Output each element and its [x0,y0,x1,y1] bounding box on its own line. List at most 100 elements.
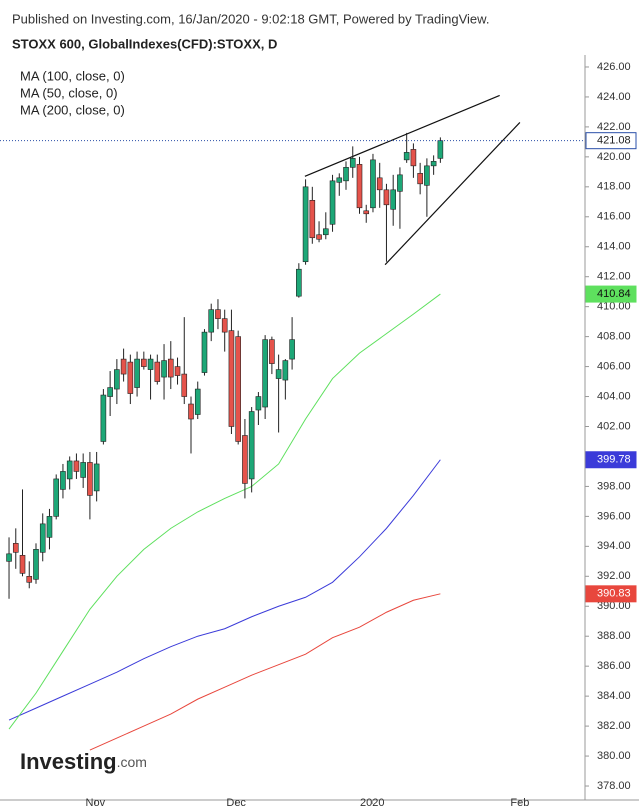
trendline [384,121,521,266]
y-tick-label: 392.00 [597,570,631,582]
candle-body [363,210,370,215]
candle-body [53,478,60,517]
candle-body [397,174,403,192]
y-tick-label: 396.00 [597,510,631,522]
candle-body [39,523,46,553]
y-tick-label: 394.00 [597,540,631,552]
candle-body [356,164,363,209]
candle-body [289,339,295,360]
candle-body [417,173,423,185]
y-tick-label: 390.00 [597,600,631,612]
legend-entry: MA (200, close, 0) [20,102,125,117]
price-tag-label: 390.83 [597,588,631,600]
y-tick-label: 388.00 [597,630,631,642]
candle-body [316,234,322,240]
candle-body [309,200,316,239]
candle-body [336,177,343,183]
candle-body [60,471,66,490]
price-tag-label: 410.84 [597,288,631,300]
y-tick-label: 382.00 [597,720,631,732]
candle-body [221,318,228,333]
candle-body [12,543,19,553]
candle-body [174,366,181,376]
logo: Investing.com [20,749,147,774]
candle-body [201,331,208,373]
candle-body [248,411,255,480]
candle-body [242,435,248,484]
y-tick-label: 412.00 [597,271,631,283]
candle-body [343,167,349,182]
legend-entry: MA (50, close, 0) [20,85,118,100]
candle-body [107,387,113,397]
y-tick-label: 410.00 [597,301,631,313]
candle-body [437,140,444,159]
y-tick-label: 408.00 [597,331,631,343]
candle-body [127,361,134,394]
y-tick-label: 416.00 [597,211,631,223]
candle-body [296,268,302,297]
y-tick-label: 414.00 [597,241,631,253]
candle-body [167,358,174,378]
ma-line [89,593,441,751]
candle-body [66,460,73,480]
candle-body [424,165,430,186]
candle-body [46,516,53,538]
y-tick-label: 424.00 [597,91,631,103]
price-tag-label: 399.78 [597,454,631,466]
candle-body [80,462,86,478]
candle-body [87,462,93,496]
candle-body [376,177,383,191]
y-tick-label: 386.00 [597,660,631,672]
candle-body [403,152,410,161]
x-tick-label: Feb [510,797,529,809]
candle-body [26,575,33,583]
trendline [304,94,500,177]
candle-body [188,403,194,420]
y-tick-label: 406.00 [597,360,631,372]
candle-body [93,463,100,492]
candle-body [262,339,268,408]
y-tick-label: 426.00 [597,61,631,73]
y-tick-label: 378.00 [597,780,631,792]
candle-body [73,460,80,472]
price-tag [585,451,637,469]
y-tick-label: 420.00 [597,151,631,163]
x-tick-label: 2020 [360,797,384,809]
candle-body [282,360,289,381]
price-tag [585,585,637,603]
x-tick-label: Nov [86,797,106,809]
y-tick-label: 404.00 [597,390,631,402]
candle-body [114,369,120,390]
candle-body [322,228,329,236]
ma-line [8,459,441,721]
price-tag [585,285,637,303]
candle-body [208,309,215,333]
candle-body [383,189,390,206]
candle-body [269,339,275,364]
y-tick-label: 380.00 [597,750,631,762]
y-tick-label: 402.00 [597,420,631,432]
candle-body [147,358,154,370]
ma-line [8,293,441,730]
y-tick-label: 418.00 [597,181,631,193]
candle-body [329,180,336,225]
candle-body [154,361,161,382]
candle-body [19,555,26,574]
legend-entry: MA (100, close, 0) [20,68,125,83]
candle-body [302,186,309,263]
price-tag [585,132,637,150]
price-tag-label: 421.08 [597,135,631,147]
candle-body [33,549,39,580]
candle-body [228,330,235,427]
candle-body [370,159,376,209]
y-tick-label: 384.00 [597,690,631,702]
header: Published on Investing.com, 16/Jan/2020 … [12,11,489,26]
candle-body [235,336,241,442]
candle-body [134,358,140,388]
y-tick-label: 398.00 [597,480,631,492]
candle-body [120,358,127,375]
candle-body [275,369,282,379]
chart-title: STOXX 600, GlobalIndexes(CFD):STOXX, D [12,36,277,51]
candle-body [194,388,201,415]
